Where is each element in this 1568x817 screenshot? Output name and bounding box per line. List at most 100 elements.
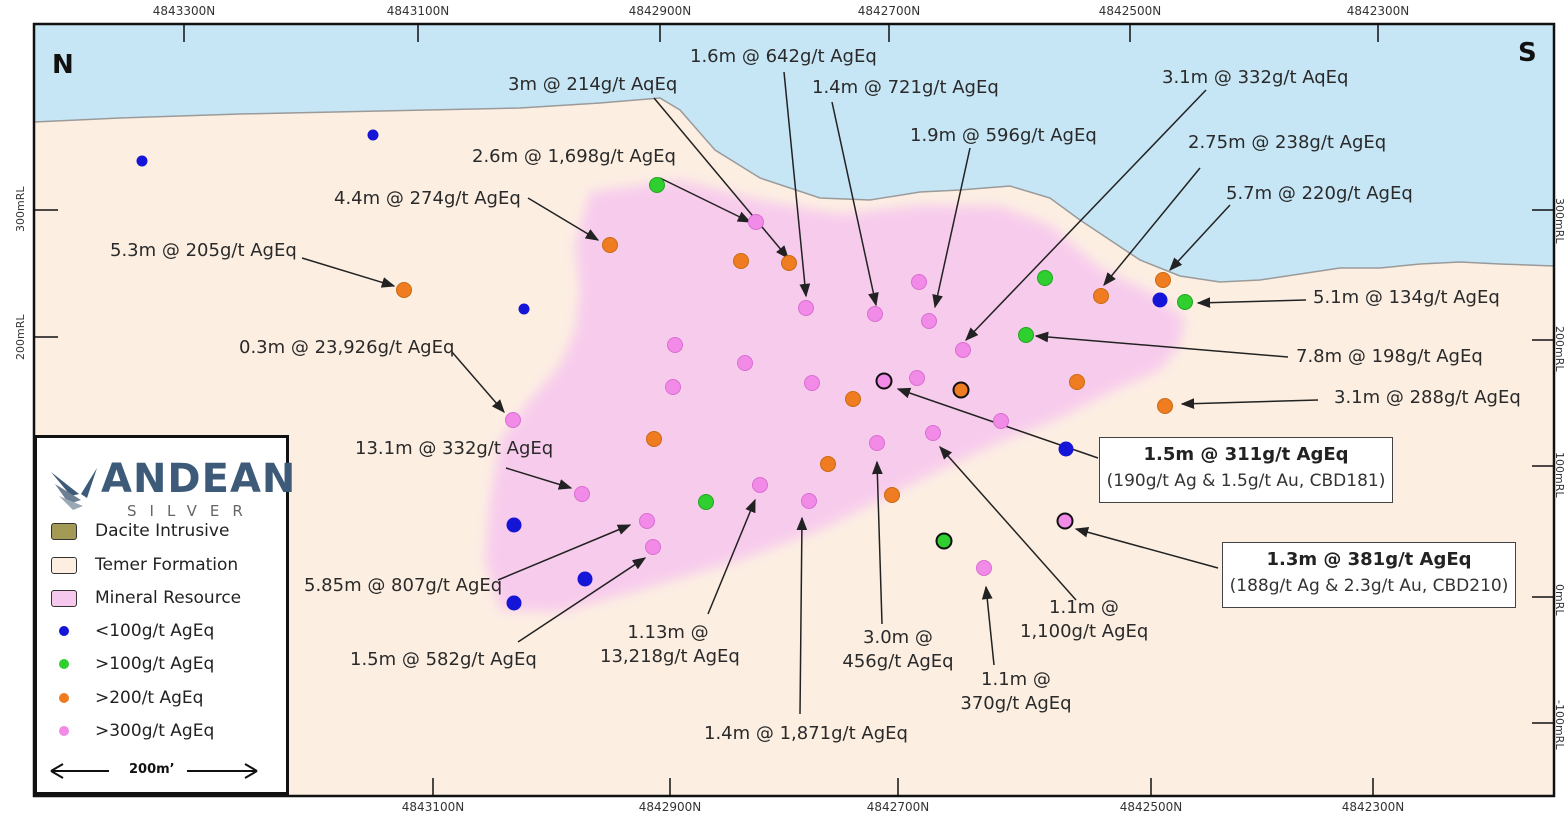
legend-dot [59, 659, 69, 669]
leader-arrow [796, 516, 808, 715]
drill-hole-point-gt300 [804, 375, 820, 391]
intercept-label: 0.3m @ 23,926g/t AgEq [239, 337, 455, 358]
leader-arrow [707, 498, 756, 615]
drill-hole-point-lt100 [577, 571, 593, 587]
rl-label: 300mRL [1553, 198, 1566, 244]
callout-cbd210: 1.3m @ 381g/t AgEq (188g/t Ag & 2.3g/t A… [1222, 542, 1516, 608]
andean-silver-logo: ANDEAN SILVER [49, 452, 295, 522]
intercept-line: 1,100g/t AgEq [1020, 621, 1149, 643]
legend-label: >300g/t AgEq [95, 721, 215, 741]
drill-hole-point-gt300 [505, 412, 521, 428]
north-label: N [52, 50, 74, 80]
logo-sub: SILVER [127, 502, 256, 520]
rl-label: 200mRL [1553, 326, 1566, 372]
drill-hole-point-gt200 [1069, 374, 1085, 390]
intercept-label: 4.4m @ 274g/t AgEq [334, 188, 521, 209]
intercept-label: 2.6m @ 1,698g/t AgEq [472, 146, 676, 167]
drill-hole-point-gt300 [665, 379, 681, 395]
mineral-resource-zone [485, 180, 1185, 612]
drill-hole-point-gt100 [698, 494, 714, 510]
drill-hole-point-gt300 [667, 337, 683, 353]
drill-hole-point-lt100 [506, 595, 522, 611]
intercept-label: 1.4m @ 1,871g/t AgEq [704, 723, 908, 744]
drill-intercepts [136, 129, 1193, 611]
legend-marker [51, 726, 77, 736]
leader-arrow [1103, 167, 1201, 287]
drill-hole-point-gt200 [884, 487, 900, 503]
callout-title: 1.5m @ 311g/t AgEq [1143, 444, 1349, 465]
legend-item: >100g/t AgEq [51, 651, 214, 677]
wing-icon [51, 468, 97, 510]
intercept-label: 5.1m @ 134g/t AgEq [1313, 287, 1500, 308]
drill-hole-point-gt200 [781, 255, 797, 271]
south-label: S [1518, 38, 1537, 68]
northing-label: 4842900N [628, 4, 692, 18]
leader-arrow [939, 445, 1077, 601]
leader-arrow [871, 460, 883, 625]
drill-hole-point-gt300 [737, 355, 753, 371]
drill-hole-point-gt100 [1037, 270, 1053, 286]
intercept-label: 3.1m @ 332g/t AqEq [1162, 67, 1349, 88]
intercept-line: 1.1m @ [981, 669, 1051, 690]
drill-hole-point-lt100 [136, 155, 148, 167]
drill-hole-point-gt300 [639, 513, 655, 529]
legend-label: >200/t AgEq [95, 688, 204, 708]
legend-dot [59, 726, 69, 736]
leader-arrow [659, 177, 752, 223]
northing-label: 4842700N [866, 800, 930, 814]
intercept-label: 7.8m @ 198g/t AgEq [1296, 346, 1483, 367]
leader-arrow [451, 351, 505, 414]
legend-label: Dacite Intrusive [95, 521, 230, 541]
intercept-label: 3.1m @ 288g/t AgEq [1334, 387, 1521, 408]
leader-arrow [527, 197, 600, 241]
drill-hole-point-gt200 [952, 381, 970, 399]
drill-hole-point-gt300 [867, 306, 883, 322]
drill-hole-point-gt200 [396, 282, 412, 298]
drill-hole-point-gt300 [752, 477, 768, 493]
drill-hole-point-lt100 [506, 517, 522, 533]
intercept-line: 456g/t AgEq [842, 651, 954, 673]
drill-hole-point-gt300 [798, 300, 814, 316]
legend-label: >100g/t AgEq [95, 654, 215, 674]
leader-arrow [1169, 204, 1231, 271]
northing-label: 4842500N [1098, 4, 1162, 18]
legend-marker [51, 659, 77, 669]
leader-arrow [981, 585, 995, 666]
drill-hole-point-lt100 [1058, 441, 1074, 457]
northing-label: 4842500N [1119, 800, 1183, 814]
leader-arrow [932, 147, 971, 309]
logo-word: ANDEAN [101, 456, 297, 502]
leader-arrow [1180, 398, 1319, 410]
drill-hole-point-gt300 [993, 413, 1009, 429]
legend-dot [59, 626, 69, 636]
leader-arrow [653, 97, 789, 260]
drill-hole-point-gt100 [649, 177, 665, 193]
intercept-label: 5.7m @ 220g/t AgEq [1226, 183, 1413, 204]
legend-marker [51, 693, 77, 703]
legend-label: <100g/t AgEq [95, 621, 215, 641]
legend-swatch [51, 589, 77, 607]
intercept-line: 1.13m @ [627, 622, 709, 643]
leader-arrow [301, 257, 396, 288]
drill-hole-point-gt300 [645, 539, 661, 555]
legend-item: Dacite Intrusive [51, 518, 229, 544]
callout-detail: (190g/t Ag & 1.5g/t Au, CBD181) [1106, 471, 1386, 491]
drill-hole-point-gt300 [574, 486, 590, 502]
northing-label: 4843300N [152, 4, 216, 18]
legend-item: >200/t AgEq [51, 685, 203, 711]
northing-label: 4843100N [386, 4, 450, 18]
intercept-line: 370g/t AgEq [960, 693, 1072, 715]
drill-hole-point-lt100 [367, 129, 379, 141]
drill-hole-point-gt200 [845, 391, 861, 407]
drill-hole-point-gt300 [875, 372, 893, 390]
drill-hole-point-gt300 [869, 435, 885, 451]
intercept-label: 1.4m @ 721g/t AgEq [812, 77, 999, 98]
drill-hole-point-gt200 [602, 237, 618, 253]
drill-hole-point-gt100 [935, 532, 953, 550]
leader-arrow [1074, 527, 1219, 569]
leader-arrow [505, 467, 573, 490]
intercept-label: 3.0m @ 456g/t AgEq [840, 626, 956, 675]
leader-arrow [517, 557, 647, 643]
drill-hole-point-gt200 [1155, 272, 1171, 288]
northing-label: 4842300N [1346, 4, 1410, 18]
